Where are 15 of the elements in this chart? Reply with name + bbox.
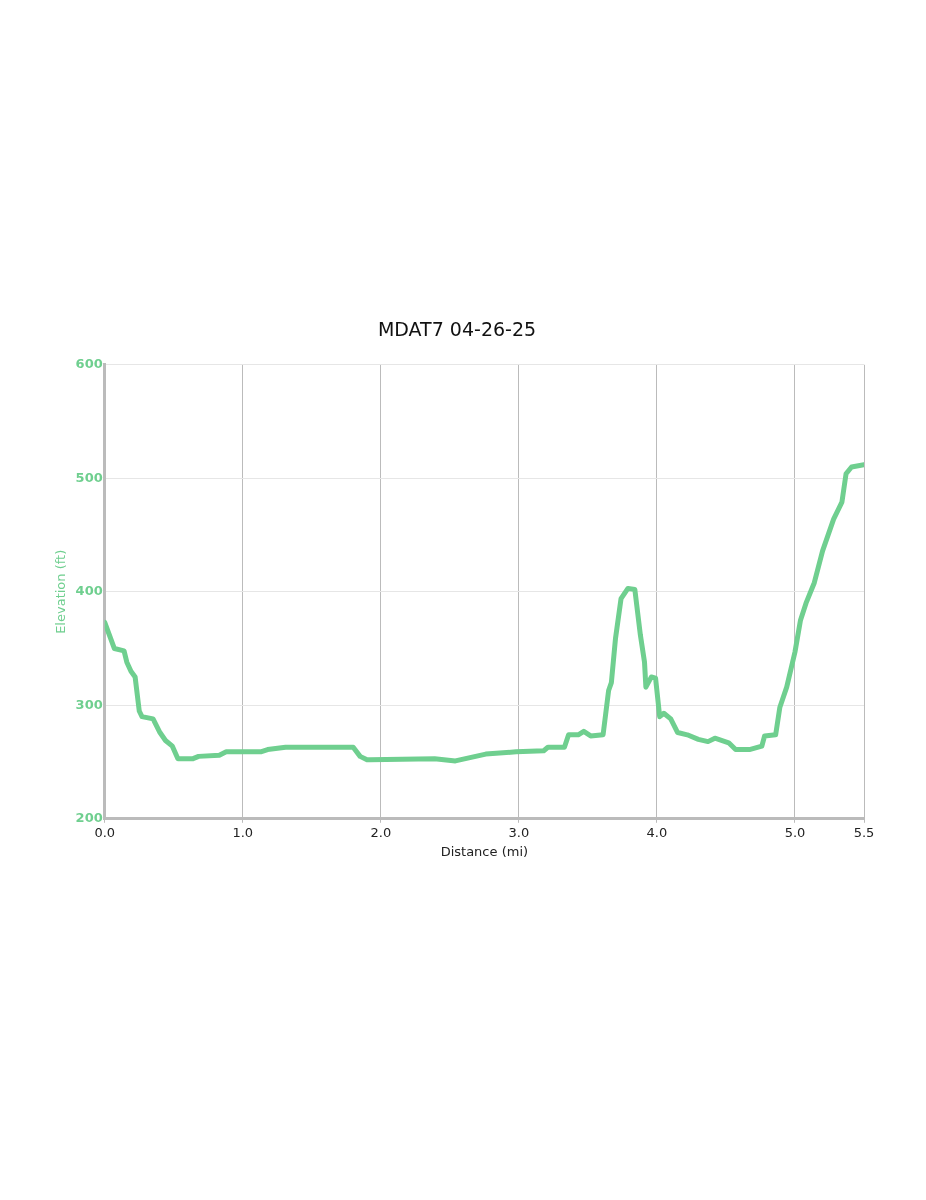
x-tick-label: 5.0 [784, 824, 806, 840]
y-tick-label: 300 [75, 696, 103, 712]
y-tick-label: 500 [75, 469, 103, 485]
x-tick-label: 0.0 [94, 824, 116, 840]
chart-title: MDAT7 04-26-25 [377, 318, 537, 341]
x-axis-title: Distance (mi) [440, 843, 529, 859]
x-tick-label: 3.0 [508, 824, 530, 840]
x-tick-label: 1.0 [232, 824, 254, 840]
y-tick-label: 600 [75, 356, 103, 372]
x-tick-label: 4.0 [646, 824, 668, 840]
y-tick-label: 200 [75, 810, 103, 826]
y-tick-label: 400 [75, 583, 103, 599]
x-tick-label: 2.0 [370, 824, 392, 840]
x-tick-label: 5.5 [853, 824, 875, 840]
y-axis-title: Elevation (ft) [53, 549, 69, 634]
